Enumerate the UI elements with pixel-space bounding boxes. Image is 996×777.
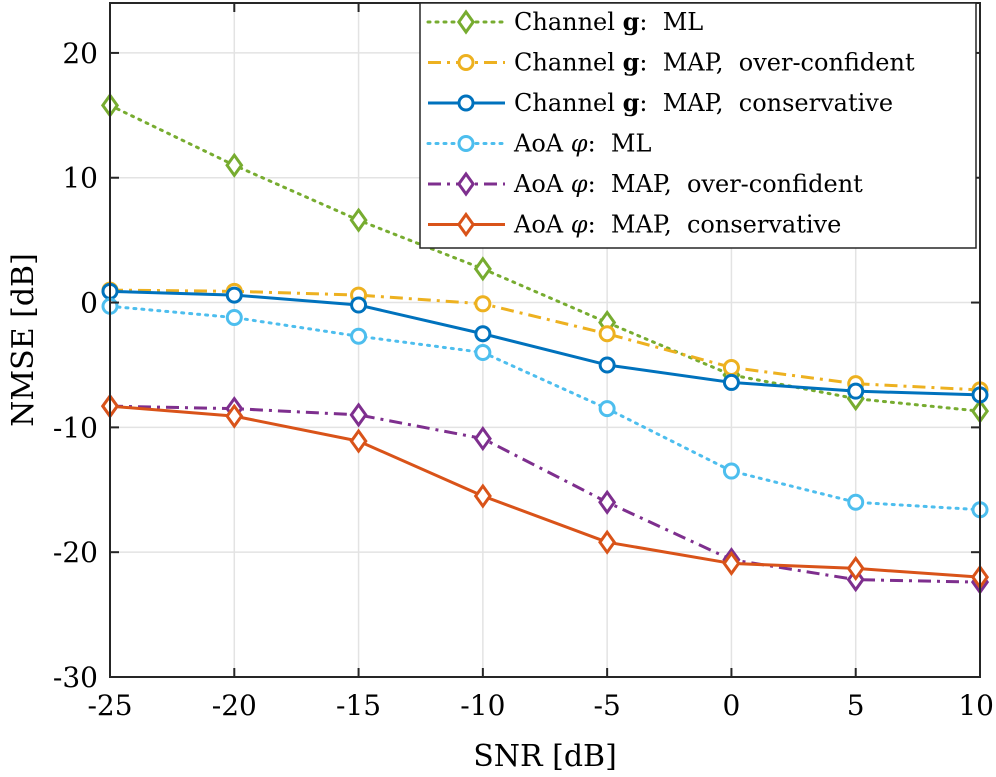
x-tick-label: -20: [212, 689, 257, 722]
legend-marker: [456, 9, 476, 35]
data-point: [722, 358, 740, 376]
legend-marker: [457, 135, 475, 152]
legend-entry: Channel g: MAP, over-confident: [428, 48, 915, 77]
data-point: [847, 493, 865, 511]
y-tick-label: 10: [62, 162, 98, 195]
legend-marker: [457, 94, 475, 112]
data-point: [598, 489, 617, 515]
data-point: [349, 207, 368, 233]
series-line: [108, 103, 982, 413]
series-layer: [100, 92, 990, 595]
y-tick-label: -20: [53, 536, 98, 569]
y-tick-label: 20: [62, 37, 98, 70]
data-point: [473, 483, 492, 509]
legend-marker: [456, 211, 476, 238]
data-point: [350, 296, 368, 314]
legend-label: AoA φ: MAP, conservative: [513, 211, 841, 239]
series-line: [109, 288, 981, 392]
legend-label: Channel g: ML: [514, 7, 703, 36]
series-line: [109, 404, 981, 584]
legend-entry: Channel g: ML: [426, 7, 703, 36]
data-point: [349, 428, 368, 454]
x-tick-label: 10: [958, 689, 994, 722]
data-point: [722, 373, 740, 391]
y-tick-label: -10: [53, 411, 98, 444]
x-tick-label: -10: [460, 689, 505, 722]
data-point: [474, 325, 492, 343]
legend-entry: AoA φ: MAP, conservative: [428, 211, 841, 239]
x-tick-label: 5: [847, 689, 865, 722]
x-tick-label: -25: [87, 689, 132, 722]
legend: Channel g: ML Channel g: MAP, over-confid…: [419, 2, 977, 249]
y-tick-label: 0: [80, 287, 98, 320]
data-point: [225, 403, 244, 429]
data-point: [473, 256, 492, 282]
y-axis-title: NMSE [dB]: [6, 253, 41, 427]
axis-ticks: -25 -20 -15 -10 -5 0 5 10 -30 -20 -10 0 10 20: [53, 3, 994, 722]
legend-entry: AoA φ: MAP, over-confident: [428, 170, 863, 198]
data-point: [722, 462, 740, 480]
data-point: [598, 400, 616, 418]
legend-marker: [456, 171, 476, 197]
legend-marker: [457, 54, 475, 71]
data-point: [225, 309, 243, 327]
data-point: [722, 550, 741, 576]
series-line: [108, 304, 982, 512]
series-line: [109, 289, 981, 397]
data-point: [598, 529, 617, 555]
x-tick-label: -5: [594, 689, 621, 722]
data-point: [474, 343, 492, 361]
data-point: [225, 286, 243, 304]
legend-label: Channel g: MAP, conservative: [514, 88, 893, 117]
y-tick-label: -30: [53, 661, 98, 694]
legend-entry: AoA φ: ML: [426, 130, 651, 158]
legend-box: [419, 2, 977, 249]
data-point: [847, 382, 865, 400]
x-tick-label: 0: [723, 689, 741, 722]
legend-label: Channel g: MAP, over-confident: [514, 48, 915, 77]
legend-label: AoA φ: MAP, over-confident: [513, 170, 863, 198]
data-point: [350, 327, 368, 345]
x-tick-label: -15: [336, 689, 381, 722]
series-line: [109, 404, 981, 579]
data-point: [474, 295, 492, 313]
series-6: [100, 393, 990, 590]
data-point: [349, 402, 368, 428]
legend-label: AoA φ: ML: [513, 130, 651, 158]
data-point: [598, 356, 616, 374]
x-axis-title: SNR [dB]: [473, 739, 617, 774]
data-point: [598, 325, 616, 343]
legend-entry: Channel g: MAP, conservative: [428, 88, 893, 117]
data-point: [473, 426, 492, 452]
data-point: [225, 152, 244, 178]
data-point: [846, 555, 865, 581]
